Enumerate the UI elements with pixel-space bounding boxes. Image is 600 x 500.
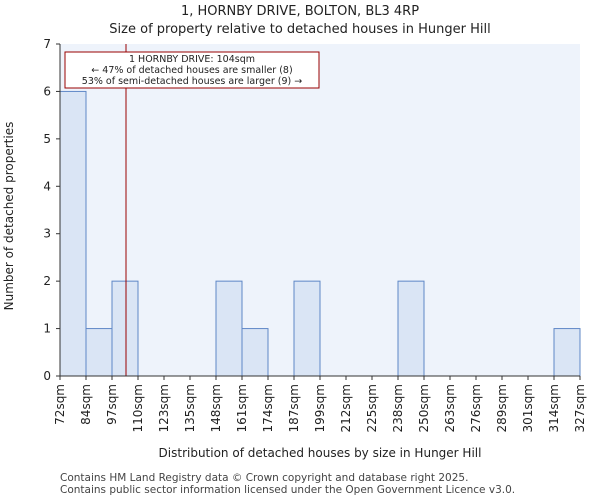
- x-tick-label: 225sqm: [365, 384, 379, 432]
- bar-238sqm: [397, 280, 425, 377]
- y-ticks-group: 0 1 2 3 4 5 6 7: [43, 37, 60, 383]
- y-tick-label: 6: [43, 84, 51, 98]
- y-tick-label: 5: [43, 132, 51, 146]
- x-tick-label: 250sqm: [417, 384, 431, 432]
- x-tick-label: 263sqm: [443, 384, 457, 432]
- y-tick-label: 7: [43, 37, 51, 51]
- x-tick-label: 238sqm: [391, 384, 405, 432]
- footer-line-1: Contains HM Land Registry data © Crown c…: [60, 472, 469, 484]
- x-tick-label: 110sqm: [131, 384, 145, 432]
- title-line-2: Size of property relative to detached ho…: [109, 22, 491, 37]
- x-tick-label: 123sqm: [157, 384, 171, 432]
- x-axis-label: Distribution of detached houses by size …: [159, 446, 482, 460]
- y-tick-label: 3: [43, 227, 51, 241]
- y-axis-label: Number of detached properties: [2, 122, 16, 311]
- bar-97sqm: [111, 280, 139, 377]
- x-tick-label: 301sqm: [521, 384, 535, 432]
- bar-314sqm: [553, 328, 581, 377]
- x-tick-label: 148sqm: [209, 384, 223, 432]
- bars-group: [59, 90, 581, 377]
- chart-title: 1, HORNBY DRIVE, BOLTON, BL3 4RP Size of…: [0, 3, 600, 39]
- x-tick-label: 84sqm: [79, 384, 93, 425]
- marker-group: 1 HORNBY DRIVE: 104sqm← 47% of detached …: [64, 44, 320, 376]
- annotation-larger: 53% of semi-detached houses are larger (…: [82, 76, 302, 87]
- x-tick-label: 135sqm: [183, 384, 197, 432]
- annotation-box: [64, 51, 320, 89]
- x-tick-label: 289sqm: [495, 384, 509, 432]
- x-tick-label: 199sqm: [313, 384, 327, 432]
- title-line-1: 1, HORNBY DRIVE, BOLTON, BL3 4RP: [180, 4, 420, 19]
- y-tick-label: 0: [43, 369, 51, 383]
- footer-line-2: Contains public sector information licen…: [60, 484, 516, 496]
- x-ticks-group: 72sqm 84sqm 97sqm 110sqm 123sqm 135sqm 148sqm 1…: [53, 376, 587, 432]
- y-tick-label: 1: [43, 322, 51, 336]
- x-tick-label: 276sqm: [469, 384, 483, 432]
- x-tick-label: 187sqm: [287, 384, 301, 432]
- bar-84sqm: [85, 328, 113, 377]
- footer: Contains HM Land Registry data © Crown c…: [60, 472, 515, 496]
- y-tick-label: 4: [43, 179, 51, 193]
- annotation-title: 1 HORNBY DRIVE: 104sqm: [129, 54, 255, 65]
- x-tick-label: 327sqm: [573, 384, 587, 432]
- x-tick-label: 212sqm: [339, 384, 353, 432]
- annotation-smaller: ← 47% of detached houses are smaller (8): [91, 65, 292, 76]
- y-tick-label: 2: [43, 274, 51, 288]
- bar-148sqm: [215, 280, 243, 377]
- histogram-chart: 1 HORNBY DRIVE: 104sqm← 47% of detached …: [2, 37, 587, 460]
- x-tick-label: 72sqm: [53, 384, 67, 425]
- x-tick-label: 161sqm: [235, 384, 249, 432]
- x-tick-label: 174sqm: [261, 384, 275, 432]
- bar-72sqm: [59, 90, 87, 377]
- bar-187sqm: [293, 280, 321, 377]
- x-tick-label: 314sqm: [547, 384, 561, 432]
- x-tick-label: 97sqm: [105, 384, 119, 425]
- bar-161sqm: [241, 328, 269, 377]
